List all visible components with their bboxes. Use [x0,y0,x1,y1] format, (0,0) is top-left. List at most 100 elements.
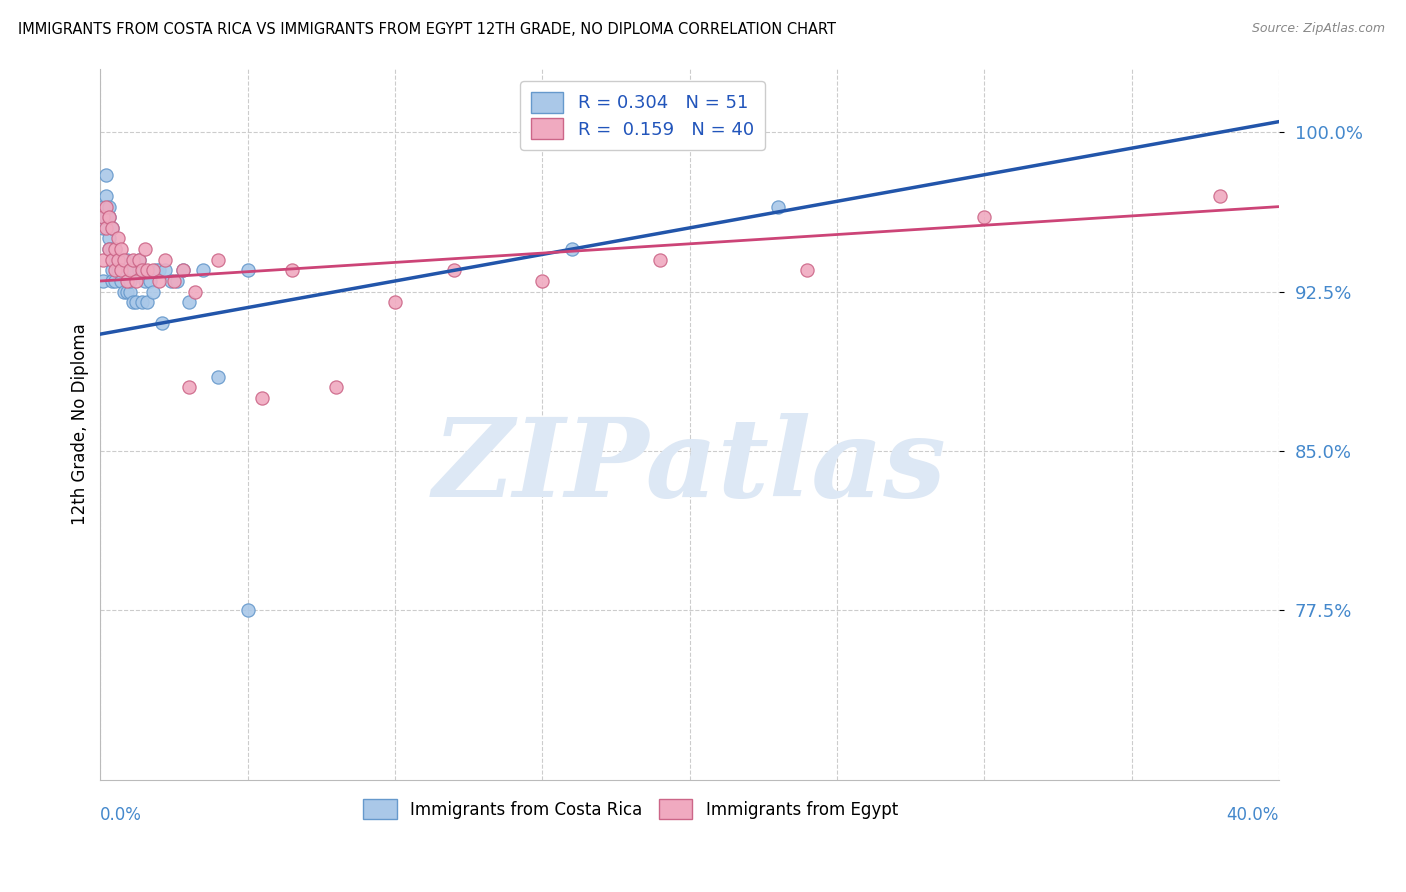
Point [104,242,127,256]
Point [118,263,141,277]
Point [136,295,159,310]
Point [183,285,205,299]
Point [172,263,194,277]
Point [98,242,121,256]
Point [96,168,118,182]
Point [91,274,114,288]
Point [118,285,141,299]
Point [384,295,406,310]
Point [98,231,121,245]
Point [134,274,156,288]
Point [121,295,143,310]
Point [101,263,124,277]
Point [91,211,114,225]
Point [91,252,114,267]
Point [115,252,138,267]
Point [128,252,150,267]
Point [104,263,127,277]
Point [193,263,215,277]
Point [1209,189,1232,203]
Point [281,263,304,277]
Point [104,242,127,256]
Point [236,603,259,617]
Point [796,263,818,277]
Point [145,263,167,277]
Point [101,252,124,267]
Point [96,220,118,235]
Point [121,252,143,267]
Text: ZIPatlas: ZIPatlas [433,413,946,521]
Point [91,200,114,214]
Point [163,274,186,288]
Point [172,263,194,277]
Point [118,274,141,288]
Point [101,220,124,235]
Point [112,263,135,277]
Point [125,295,148,310]
Point [150,317,173,331]
Legend: Immigrants from Costa Rica, Immigrants from Egypt: Immigrants from Costa Rica, Immigrants f… [357,793,904,825]
Point [443,263,465,277]
Point [766,200,789,214]
Text: 40.0%: 40.0% [1226,805,1279,824]
Point [110,252,132,267]
Point [142,285,165,299]
Point [104,252,127,267]
Point [107,263,129,277]
Point [148,274,170,288]
Point [128,263,150,277]
Point [107,231,129,245]
Text: IMMIGRANTS FROM COSTA RICA VS IMMIGRANTS FROM EGYPT 12TH GRADE, NO DIPLOMA CORRE: IMMIGRANTS FROM COSTA RICA VS IMMIGRANTS… [18,22,837,37]
Point [139,274,162,288]
Point [136,263,159,277]
Point [207,369,229,384]
Y-axis label: 12th Grade, No Diploma: 12th Grade, No Diploma [72,324,89,525]
Point [561,242,583,256]
Point [166,274,188,288]
Point [134,242,156,256]
Point [650,252,672,267]
Point [96,211,118,225]
Point [252,391,274,405]
Point [110,263,132,277]
Point [101,274,124,288]
Point [112,252,135,267]
Point [115,274,138,288]
Point [131,263,153,277]
Point [121,263,143,277]
Point [207,252,229,267]
Point [96,200,118,214]
Point [236,263,259,277]
Point [325,380,347,394]
Point [531,274,554,288]
Point [153,263,176,277]
Point [142,263,165,277]
Point [110,263,132,277]
Text: 0.0%: 0.0% [100,805,142,824]
Point [973,211,995,225]
Point [98,200,121,214]
Point [101,242,124,256]
Point [96,189,118,203]
Point [115,285,138,299]
Point [110,274,132,288]
Point [148,263,170,277]
Point [112,285,135,299]
Point [128,252,150,267]
Point [177,295,200,310]
Point [101,220,124,235]
Point [91,220,114,235]
Point [131,295,153,310]
Text: Source: ZipAtlas.com: Source: ZipAtlas.com [1251,22,1385,36]
Point [153,252,176,267]
Point [98,211,121,225]
Point [110,242,132,256]
Point [177,380,200,394]
Point [104,274,127,288]
Point [160,274,183,288]
Point [107,252,129,267]
Point [107,252,129,267]
Point [98,242,121,256]
Point [98,211,121,225]
Point [125,274,148,288]
